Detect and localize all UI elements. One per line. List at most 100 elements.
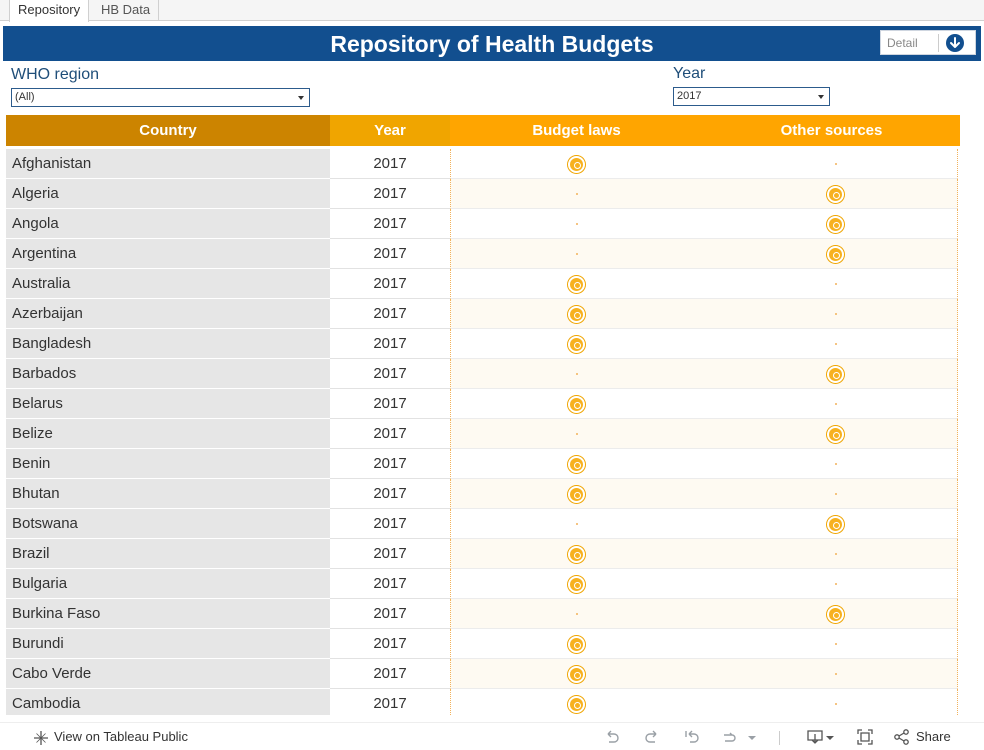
source-mark-icon[interactable] — [568, 396, 585, 413]
budget-laws-cell — [450, 329, 703, 359]
other-sources-cell — [703, 269, 958, 299]
revert-icon[interactable] — [683, 728, 701, 746]
source-mark-icon[interactable] — [568, 546, 585, 563]
table-row[interactable]: Burkina Faso 2017 — [6, 599, 958, 629]
country-cell: Brazil — [6, 539, 330, 569]
table-row[interactable]: Cambodia 2017 — [6, 689, 958, 715]
source-mark-icon[interactable] — [568, 306, 585, 323]
source-mark-icon[interactable] — [568, 696, 585, 713]
source-mark-icon[interactable] — [568, 486, 585, 503]
header-budget-laws[interactable]: Budget laws — [450, 115, 703, 146]
page-title: Repository of Health Budgets — [330, 31, 654, 57]
download-icon[interactable] — [806, 728, 824, 746]
share-button[interactable]: Share — [916, 729, 951, 744]
source-mark-icon[interactable] — [827, 186, 844, 203]
country-cell: Bangladesh — [6, 329, 330, 359]
table-row[interactable]: Cabo Verde 2017 — [6, 659, 958, 689]
budget-laws-cell — [450, 359, 703, 389]
country-cell: Botswana — [6, 509, 330, 539]
undo-icon[interactable] — [603, 728, 621, 746]
table-row[interactable]: Bangladesh 2017 — [6, 329, 958, 359]
table-row[interactable]: Burundi 2017 — [6, 629, 958, 659]
other-sources-cell — [703, 689, 958, 715]
year-cell: 2017 — [330, 179, 450, 209]
detail-label: Detail — [887, 36, 918, 50]
table-row[interactable]: Algeria 2017 — [6, 179, 958, 209]
fullscreen-icon[interactable] — [856, 728, 874, 746]
table-row[interactable]: Brazil 2017 — [6, 539, 958, 569]
detail-button[interactable]: Detail — [880, 30, 976, 55]
source-mark-icon[interactable] — [568, 156, 585, 173]
other-sources-cell — [703, 629, 958, 659]
table-row[interactable]: Azerbaijan 2017 — [6, 299, 958, 329]
country-cell: Algeria — [6, 179, 330, 209]
country-cell: Benin — [6, 449, 330, 479]
header-other-sources[interactable]: Other sources — [703, 115, 960, 146]
region-dropdown[interactable]: (All) — [11, 88, 310, 107]
other-sources-cell — [703, 599, 958, 629]
table-row[interactable]: Botswana 2017 — [6, 509, 958, 539]
budget-laws-cell — [450, 629, 703, 659]
chevron-down-icon[interactable] — [746, 728, 758, 746]
other-sources-cell — [703, 389, 958, 419]
table-row[interactable]: Afghanistan 2017 — [6, 149, 958, 179]
arrow-down-circle-icon — [946, 34, 964, 52]
table-row[interactable]: Australia 2017 — [6, 269, 958, 299]
other-sources-cell — [703, 209, 958, 239]
year-cell: 2017 — [330, 689, 450, 715]
source-mark-icon[interactable] — [568, 666, 585, 683]
chevron-down-icon[interactable] — [825, 728, 835, 746]
table-row[interactable]: Angola 2017 — [6, 209, 958, 239]
year-cell: 2017 — [330, 539, 450, 569]
budget-laws-cell — [450, 569, 703, 599]
empty-mark-icon — [835, 163, 837, 165]
table-row[interactable]: Benin 2017 — [6, 449, 958, 479]
budget-laws-cell — [450, 659, 703, 689]
tab-hb-data[interactable]: HB Data — [93, 0, 160, 21]
source-mark-icon[interactable] — [827, 216, 844, 233]
other-sources-cell — [703, 329, 958, 359]
share-icon[interactable] — [893, 728, 911, 746]
source-mark-icon[interactable] — [827, 516, 844, 533]
refresh-icon[interactable] — [720, 728, 738, 746]
tab-repository[interactable]: Repository — [9, 0, 90, 22]
source-mark-icon[interactable] — [568, 636, 585, 653]
budget-laws-cell — [450, 389, 703, 419]
source-mark-icon[interactable] — [827, 366, 844, 383]
empty-mark-icon — [835, 493, 837, 495]
redo-icon[interactable] — [643, 728, 661, 746]
other-sources-cell — [703, 569, 958, 599]
year-cell: 2017 — [330, 329, 450, 359]
view-on-tableau-link[interactable]: View on Tableau Public — [33, 729, 188, 746]
tableau-toolbar: View on Tableau Public Share — [0, 722, 984, 750]
table-row[interactable]: Argentina 2017 — [6, 239, 958, 269]
empty-mark-icon — [835, 313, 837, 315]
budget-laws-cell — [450, 689, 703, 715]
table-row[interactable]: Barbados 2017 — [6, 359, 958, 389]
year-cell: 2017 — [330, 239, 450, 269]
country-cell: Belize — [6, 419, 330, 449]
source-mark-icon[interactable] — [568, 576, 585, 593]
region-dropdown-value: (All) — [15, 91, 35, 103]
source-mark-icon[interactable] — [827, 426, 844, 443]
empty-mark-icon — [576, 433, 578, 435]
year-cell: 2017 — [330, 569, 450, 599]
budget-laws-cell — [450, 179, 703, 209]
source-mark-icon[interactable] — [568, 456, 585, 473]
year-dropdown[interactable]: 2017 — [673, 87, 830, 106]
header-country[interactable]: Country — [6, 115, 330, 146]
source-mark-icon[interactable] — [568, 336, 585, 353]
header-year[interactable]: Year — [330, 115, 450, 146]
empty-mark-icon — [835, 643, 837, 645]
empty-mark-icon — [835, 403, 837, 405]
source-mark-icon[interactable] — [827, 246, 844, 263]
table-row[interactable]: Belarus 2017 — [6, 389, 958, 419]
source-mark-icon[interactable] — [568, 276, 585, 293]
budget-laws-cell — [450, 269, 703, 299]
empty-mark-icon — [576, 253, 578, 255]
table-row[interactable]: Bhutan 2017 — [6, 479, 958, 509]
source-mark-icon[interactable] — [827, 606, 844, 623]
table-row[interactable]: Belize 2017 — [6, 419, 958, 449]
table-row[interactable]: Bulgaria 2017 — [6, 569, 958, 599]
year-cell: 2017 — [330, 209, 450, 239]
